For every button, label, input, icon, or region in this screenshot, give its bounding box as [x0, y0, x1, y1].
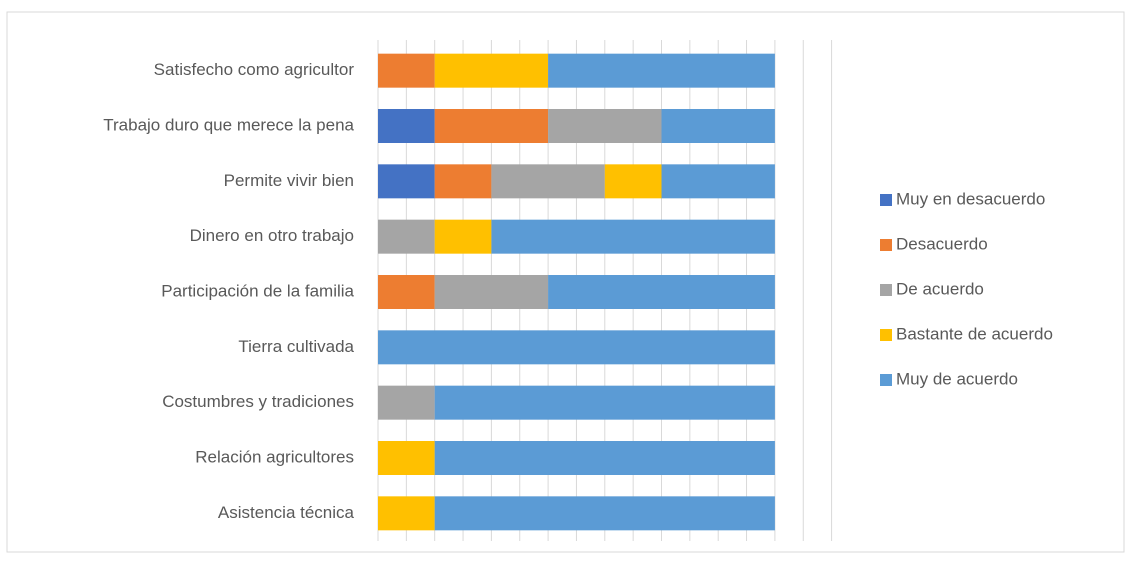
legend-swatch — [880, 239, 892, 251]
y-tick-label: Trabajo duro que merece la pena — [103, 115, 354, 134]
bar-segment — [434, 109, 549, 143]
bar-segment — [604, 164, 662, 199]
bar-segment — [434, 164, 492, 199]
legend-label: Desacuerdo — [896, 234, 988, 253]
bar-segment — [378, 53, 435, 88]
y-tick-label: Participación de la familia — [161, 281, 354, 300]
legend-label: Muy en desacuerdo — [896, 189, 1045, 208]
legend-swatch — [880, 329, 892, 341]
y-tick-label: Tierra cultivada — [238, 337, 354, 356]
bar-segment — [434, 385, 775, 420]
bar-segment — [378, 496, 435, 531]
y-tick-label: Asistencia técnica — [218, 503, 355, 522]
bar-segment — [378, 109, 435, 143]
legend-label: Bastante de acuerdo — [896, 324, 1053, 343]
legend-label: De acuerdo — [896, 279, 984, 298]
y-tick-label: Satisfecho como agricultor — [154, 60, 355, 79]
y-tick-label: Costumbres y tradiciones — [162, 392, 354, 411]
legend-swatch — [880, 374, 892, 386]
y-tick-label: Relación agricultores — [195, 447, 354, 466]
legend-swatch — [880, 284, 892, 296]
legend-swatch — [880, 194, 892, 206]
bar-segment — [378, 330, 775, 365]
bar-segment — [378, 219, 435, 254]
y-tick-label: Permite vivir bien — [224, 171, 354, 190]
legend-label: Muy de acuerdo — [896, 369, 1018, 388]
bar-segment — [491, 164, 605, 199]
bar-segment — [434, 441, 775, 475]
bar-segment — [661, 164, 775, 199]
bar-segment — [378, 385, 435, 420]
bar-segment — [434, 275, 549, 309]
bar-segment — [378, 275, 435, 309]
bar-segment — [661, 109, 775, 143]
bar-segment — [434, 219, 492, 254]
y-tick-label: Dinero en otro trabajo — [190, 226, 354, 245]
bar-segment — [434, 496, 775, 531]
bar-segment — [491, 219, 775, 254]
bar-segment — [378, 441, 435, 475]
bar-segment — [548, 109, 662, 143]
bar-segment — [378, 164, 435, 199]
bar-segment — [548, 275, 775, 309]
bar-segment — [548, 53, 775, 88]
bar-segment — [434, 53, 549, 88]
